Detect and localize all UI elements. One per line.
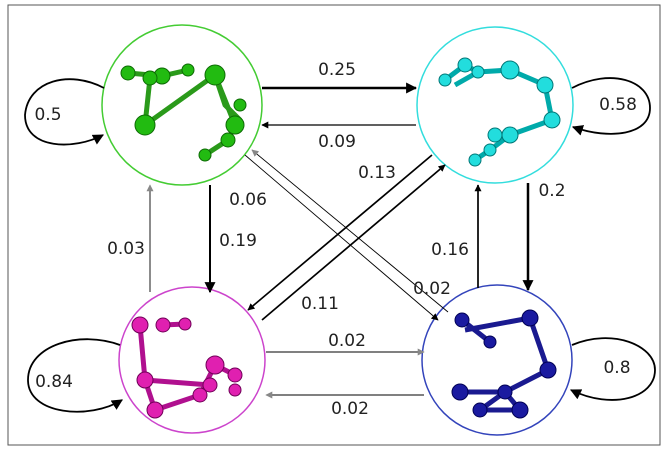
edge-label: 0.13 (358, 163, 396, 183)
state-cyan (417, 27, 573, 183)
state-blue (422, 285, 572, 435)
edge-label: 0.2 (538, 181, 565, 201)
state-green (102, 25, 262, 185)
edge-label: 0.11 (301, 294, 339, 314)
self-label: 0.5 (34, 105, 61, 125)
diagram: 0.5 0.58 0.84 0.8 0.25 0.09 0.13 0.06 0.… (0, 0, 669, 451)
self-label: 0.8 (603, 358, 630, 378)
edge-label: 0.02 (328, 331, 366, 351)
state-magenta (119, 287, 265, 433)
edge-label: 0.03 (107, 239, 145, 259)
self-label: 0.58 (599, 95, 637, 115)
arrow (245, 155, 438, 320)
edge-label: 0.02 (331, 399, 369, 419)
edge-label: 0.19 (219, 231, 257, 251)
edge-label: 0.02 (413, 279, 451, 299)
page: 0.5 0.58 0.84 0.8 0.25 0.09 0.13 0.06 0.… (0, 0, 669, 451)
self-label: 0.84 (35, 372, 73, 392)
edge-label: 0.16 (431, 240, 469, 260)
arrow (248, 155, 432, 310)
edge-label: 0.06 (229, 190, 267, 210)
edge-label: 0.09 (318, 132, 356, 152)
edge-label: 0.25 (318, 60, 356, 80)
